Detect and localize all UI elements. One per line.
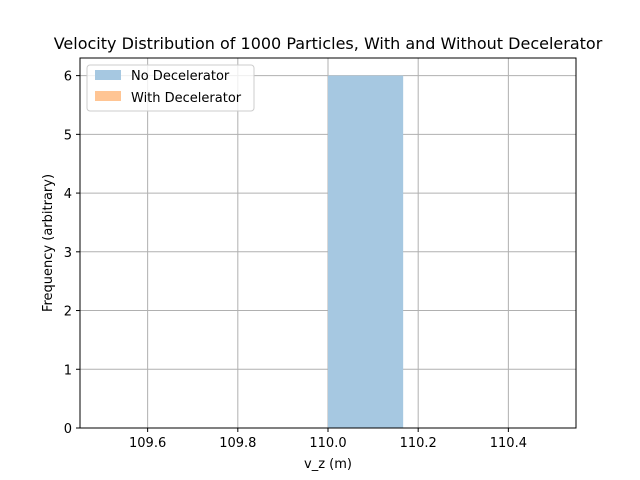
y-axis-label: Frequency (arbitrary): [41, 174, 56, 312]
legend-swatch-no-decelerator: [95, 70, 121, 80]
legend-label-with-decelerator: With Decelerator: [131, 91, 242, 106]
y-tick-label-0: 0: [64, 422, 72, 437]
legend-box: [86, 64, 255, 112]
y-tick-label-4: 4: [64, 187, 72, 202]
x-axis-label: v_z (m): [304, 457, 352, 472]
chart-title: Velocity Distribution of 1000 Particles,…: [54, 34, 603, 53]
legend: No Decelerator With Decelerator: [86, 64, 255, 112]
y-tick-label-5: 5: [64, 128, 72, 143]
x-tick-label-2: 110.0: [309, 436, 346, 451]
x-tick-label-1: 109.8: [219, 436, 256, 451]
x-tick-label-4: 110.4: [490, 436, 527, 451]
y-tick-label-2: 2: [64, 305, 72, 320]
y-tick-label-3: 3: [64, 246, 72, 261]
histogram-bars: [328, 75, 404, 428]
bar-series-0-bin-0: [328, 75, 404, 428]
legend-label-no-decelerator: No Decelerator: [131, 69, 230, 84]
legend-swatch-with-decelerator: [95, 91, 121, 101]
y-tick-label-1: 1: [64, 363, 72, 378]
x-tick-label-3: 110.2: [400, 436, 437, 451]
axis-ticks: 109.6 109.8 110.0 110.2 110.4 0 1 2 3 4 5 6: [64, 70, 527, 451]
y-tick-label-6: 6: [64, 70, 72, 85]
x-tick-label-0: 109.6: [129, 436, 166, 451]
